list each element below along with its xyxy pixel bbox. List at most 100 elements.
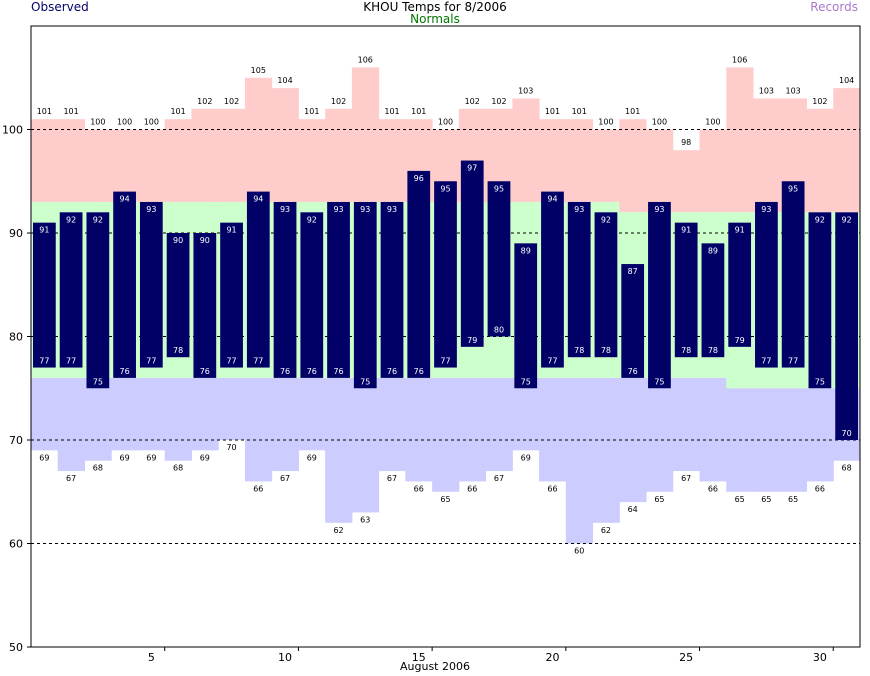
observed-bar bbox=[755, 201, 778, 368]
record-high-label: 101 bbox=[37, 107, 52, 116]
record-high-label: 101 bbox=[63, 107, 78, 116]
record-low-label: 62 bbox=[601, 526, 611, 535]
observed-low-label: 75 bbox=[360, 377, 370, 386]
observed-low-label: 75 bbox=[521, 377, 531, 386]
y-tick-label: 100 bbox=[2, 124, 23, 137]
observed-low-label: 77 bbox=[39, 357, 49, 366]
observed-high-label: 93 bbox=[146, 205, 156, 214]
x-tick-label: 10 bbox=[278, 651, 292, 664]
record-high-label: 104 bbox=[277, 76, 292, 85]
legend-records: Records bbox=[810, 0, 858, 14]
observed-bar bbox=[86, 212, 110, 389]
record-low-label: 69 bbox=[146, 453, 156, 462]
record-high-band bbox=[806, 108, 834, 213]
record-low-band bbox=[244, 377, 273, 482]
record-low-band bbox=[512, 377, 540, 451]
record-low-band bbox=[378, 377, 406, 472]
x-tick-label: 25 bbox=[679, 651, 693, 664]
record-high-band bbox=[57, 119, 85, 202]
record-low-band bbox=[458, 377, 487, 482]
record-high-label: 105 bbox=[251, 66, 266, 75]
observed-high-label: 93 bbox=[761, 205, 771, 214]
y-tick-label: 90 bbox=[9, 227, 23, 240]
observed-bar bbox=[407, 170, 431, 378]
observed-bar bbox=[300, 212, 324, 378]
observed-high-label: 89 bbox=[521, 246, 531, 255]
observed-high-label: 91 bbox=[735, 226, 745, 235]
observed-low-label: 76 bbox=[333, 367, 343, 376]
record-low-label: 69 bbox=[307, 453, 317, 462]
record-low-label: 65 bbox=[440, 495, 450, 504]
record-low-label: 69 bbox=[120, 453, 130, 462]
observed-low-label: 79 bbox=[467, 336, 477, 345]
record-high-label: 100 bbox=[438, 118, 453, 127]
observed-bar bbox=[113, 191, 136, 378]
observed-high-label: 87 bbox=[628, 267, 638, 276]
observed-low-label: 77 bbox=[440, 357, 450, 366]
record-high-band bbox=[699, 129, 727, 213]
observed-high-label: 93 bbox=[360, 205, 370, 214]
observed-low-label: 78 bbox=[708, 346, 718, 355]
observed-bar bbox=[166, 233, 190, 358]
observed-low-label: 70 bbox=[842, 429, 852, 438]
record-high-band bbox=[137, 129, 166, 202]
record-low-label: 65 bbox=[735, 495, 745, 504]
observed-low-label: 76 bbox=[628, 367, 638, 376]
observed-low-label: 76 bbox=[280, 367, 290, 376]
record-high-band bbox=[726, 67, 754, 213]
observed-bar bbox=[460, 160, 484, 347]
record-low-label: 66 bbox=[708, 484, 718, 493]
record-high-band bbox=[298, 119, 326, 202]
record-high-label: 100 bbox=[598, 118, 613, 127]
record-low-label: 69 bbox=[521, 453, 531, 462]
y-tick-label: 50 bbox=[9, 641, 23, 654]
record-high-label: 104 bbox=[839, 76, 854, 85]
observed-bar bbox=[434, 181, 457, 368]
observed-bar bbox=[541, 191, 564, 368]
record-low-label: 69 bbox=[39, 453, 49, 462]
observed-bar bbox=[648, 201, 671, 389]
record-low-band bbox=[405, 377, 433, 482]
observed-low-label: 76 bbox=[120, 367, 130, 376]
observed-high-label: 94 bbox=[253, 195, 263, 204]
x-tick-label: 15 bbox=[412, 651, 426, 664]
record-high-band bbox=[218, 108, 246, 202]
record-high-band bbox=[164, 119, 192, 202]
record-high-label: 102 bbox=[331, 97, 346, 106]
record-high-band bbox=[539, 119, 567, 202]
observed-low-label: 75 bbox=[815, 377, 825, 386]
observed-bar bbox=[674, 222, 698, 358]
record-low-band bbox=[218, 377, 246, 440]
observed-bar bbox=[193, 233, 217, 378]
x-axis-label: August 2006 bbox=[400, 660, 470, 673]
record-high-band bbox=[351, 67, 380, 202]
observed-bar bbox=[781, 181, 805, 368]
observed-high-label: 90 bbox=[173, 236, 183, 245]
observed-low-label: 78 bbox=[681, 346, 691, 355]
record-high-band bbox=[244, 77, 273, 202]
observed-bar bbox=[59, 212, 83, 368]
observed-high-label: 92 bbox=[66, 215, 76, 224]
observed-high-label: 92 bbox=[307, 215, 317, 224]
observed-high-label: 93 bbox=[387, 205, 397, 214]
observed-low-label: 79 bbox=[735, 336, 745, 345]
chart-title: KHOU Temps for 8/2006 bbox=[363, 0, 507, 14]
record-high-label: 98 bbox=[681, 138, 691, 147]
record-high-label: 101 bbox=[572, 107, 587, 116]
record-low-label: 70 bbox=[226, 443, 236, 452]
record-low-band bbox=[164, 377, 192, 461]
observed-high-label: 89 bbox=[708, 246, 718, 255]
record-high-band bbox=[592, 129, 620, 202]
record-low-label: 66 bbox=[467, 484, 477, 493]
record-high-label: 100 bbox=[90, 118, 105, 127]
observed-bar bbox=[621, 264, 645, 378]
observed-bar bbox=[220, 222, 243, 368]
record-low-label: 67 bbox=[387, 474, 397, 483]
observed-low-label: 78 bbox=[601, 346, 611, 355]
observed-high-label: 92 bbox=[601, 215, 611, 224]
record-low-band bbox=[191, 377, 219, 451]
observed-bar bbox=[246, 191, 270, 368]
record-low-band bbox=[31, 377, 59, 451]
observed-low-label: 78 bbox=[574, 346, 584, 355]
observed-high-label: 94 bbox=[547, 195, 557, 204]
